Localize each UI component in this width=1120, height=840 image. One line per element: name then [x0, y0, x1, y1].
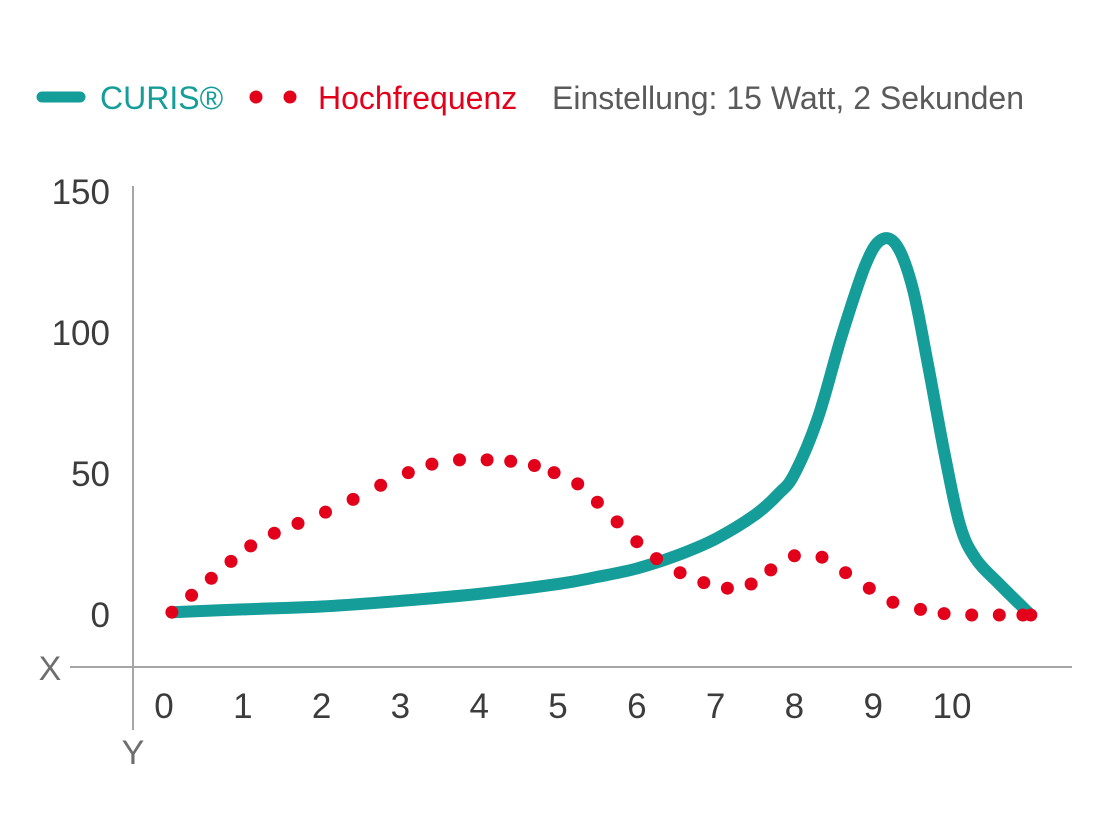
data-point-hochfrequenz: [267, 526, 281, 540]
data-point-hochfrequenz: [787, 549, 801, 563]
data-point-hochfrequenz: [185, 588, 199, 602]
data-point-hochfrequenz: [401, 466, 415, 480]
data-point-hochfrequenz: [291, 516, 305, 530]
data-point-hochfrequenz: [571, 477, 585, 491]
data-point-hochfrequenz: [992, 608, 1006, 622]
x-tick-label: 0: [154, 687, 173, 726]
data-point-hochfrequenz: [937, 607, 951, 621]
data-point-hochfrequenz: [547, 466, 561, 480]
data-point-hochfrequenz: [244, 539, 258, 553]
y-axis-label: Y: [122, 734, 145, 772]
data-point-hochfrequenz: [650, 552, 663, 566]
axes: X Y: [39, 186, 1072, 772]
data-point-hochfrequenz: [224, 554, 238, 568]
data-point-hochfrequenz: [886, 595, 900, 609]
y-tick-label: 0: [91, 596, 110, 635]
data-point-hochfrequenz: [204, 571, 218, 585]
x-tick-label: 7: [706, 687, 725, 726]
series-layer: [165, 232, 1038, 622]
data-point-hochfrequenz: [346, 492, 360, 506]
data-point-hochfrequenz: [504, 454, 518, 468]
data-point-hochfrequenz: [1024, 608, 1038, 622]
series-line-curis: [165, 232, 1037, 621]
y-tick-label: 100: [52, 314, 110, 353]
y-tick-label: 50: [71, 455, 110, 494]
data-point-hochfrequenz: [630, 535, 644, 549]
x-tick-label: 3: [391, 687, 410, 726]
x-tick-label: 2: [312, 687, 331, 726]
data-point-hochfrequenz: [965, 608, 979, 622]
data-point-hochfrequenz: [673, 566, 687, 580]
legend-dot-hochfrequenz: [283, 90, 297, 104]
data-point-hochfrequenz: [914, 602, 927, 616]
y-tick-label: 150: [52, 173, 110, 212]
data-point-hochfrequenz: [590, 495, 604, 509]
legend-dot-hochfrequenz: [249, 90, 263, 104]
x-tick-label: 8: [785, 687, 804, 726]
data-point-hochfrequenz: [425, 457, 439, 471]
data-point-hochfrequenz: [720, 581, 734, 595]
data-point-hochfrequenz: [165, 605, 179, 619]
x-tick-label: 9: [863, 687, 882, 726]
x-axis-label: X: [39, 650, 62, 688]
x-tick-label: 6: [627, 687, 646, 726]
legend-swatch-hochfrequenz: [249, 90, 297, 104]
data-point-hochfrequenz: [610, 515, 624, 529]
x-tick-label: 1: [233, 687, 252, 726]
data-point-hochfrequenz: [815, 550, 829, 564]
legend-label-curis: CURIS®: [100, 80, 224, 116]
data-point-hochfrequenz: [697, 576, 711, 590]
data-point-hochfrequenz: [374, 478, 388, 492]
x-tick-label: 4: [469, 687, 488, 726]
data-point-hochfrequenz: [839, 566, 853, 580]
data-point-hochfrequenz: [453, 453, 466, 467]
x-tick-label: 5: [548, 687, 567, 726]
data-point-hochfrequenz: [480, 453, 494, 467]
data-point-hochfrequenz: [744, 577, 758, 591]
x-tick-label: 10: [933, 687, 972, 726]
x-tick-labels: 0 1 2 3 4 5 6 7 8 9 10: [154, 687, 971, 726]
data-point-hochfrequenz: [862, 581, 876, 595]
series-dots-hochfrequenz: [165, 453, 1038, 622]
data-point-hochfrequenz: [527, 459, 541, 472]
legend-settings-note: Einstellung: 15 Watt, 2 Sekunden: [552, 80, 1024, 116]
data-point-hochfrequenz: [764, 563, 778, 577]
y-tick-labels: 0 50 100 150: [52, 173, 110, 635]
legend-label-hochfrequenz: Hochfrequenz: [318, 80, 517, 116]
data-point-hochfrequenz: [319, 505, 332, 519]
legend: CURIS® Hochfrequenz Einstellung: 15 Watt…: [36, 80, 1024, 116]
